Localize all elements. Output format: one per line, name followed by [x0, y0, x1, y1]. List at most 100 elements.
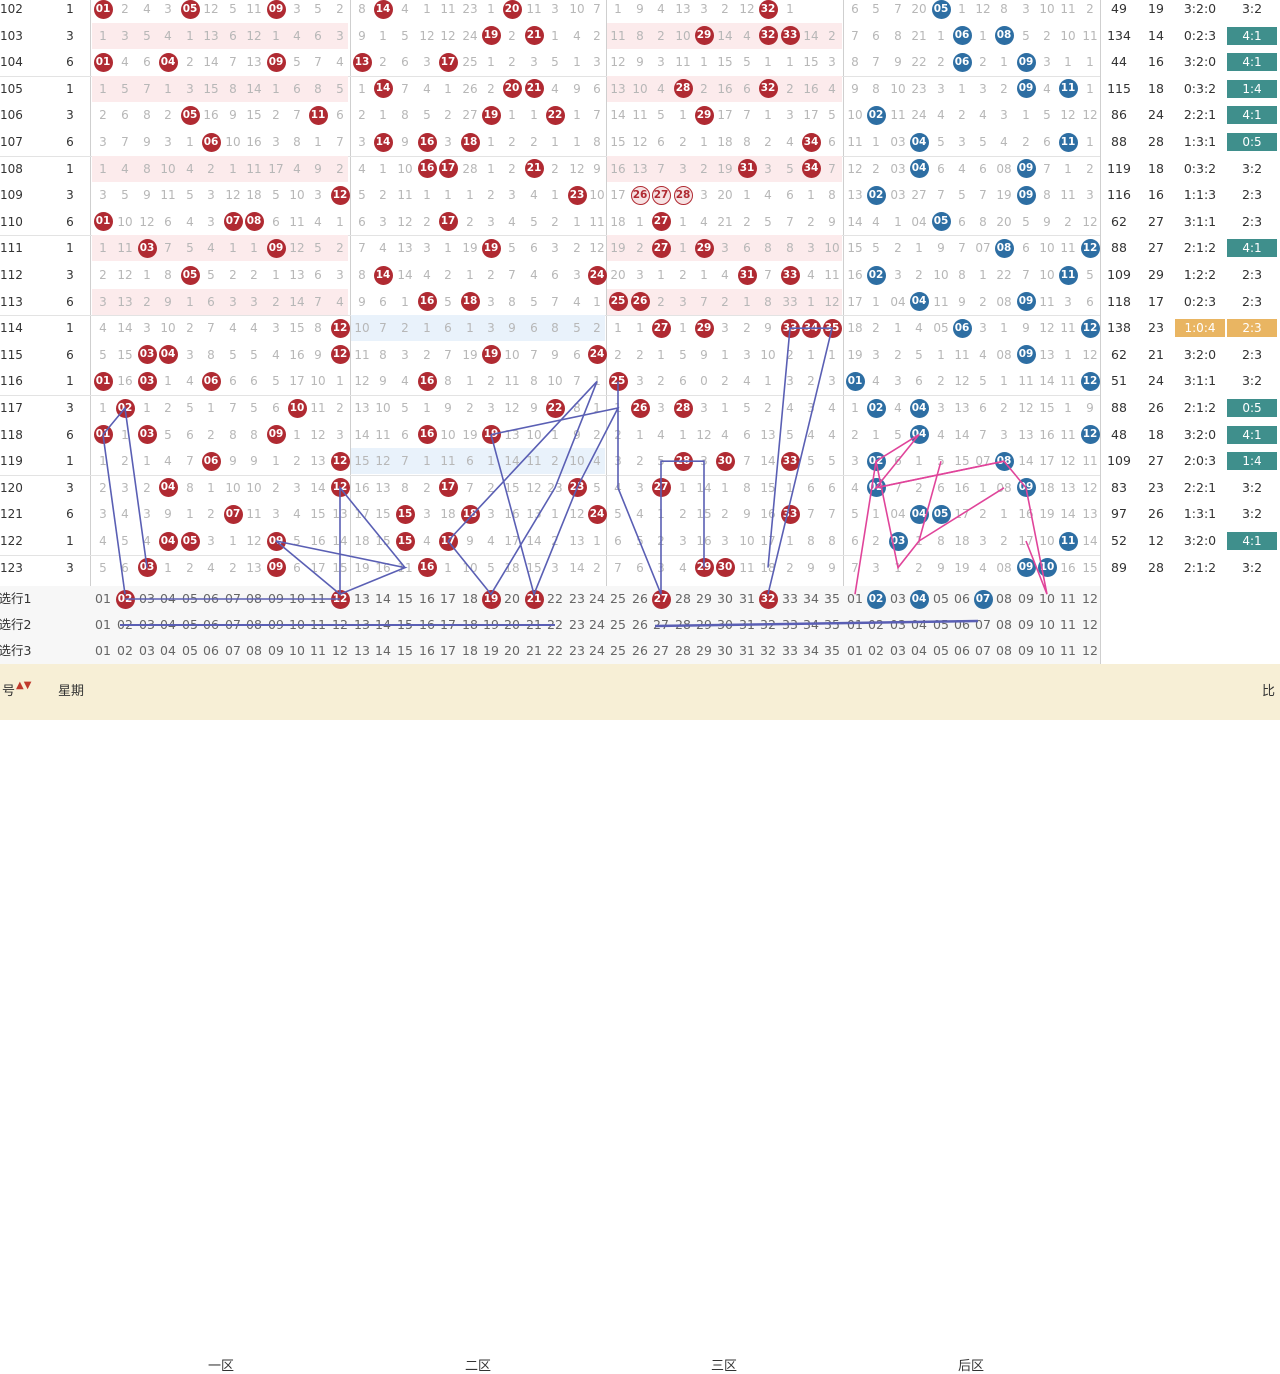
selectable-number[interactable]: 34: [803, 617, 819, 632]
selectable-number[interactable]: 24: [589, 591, 605, 606]
selectable-number[interactable]: 12: [1082, 617, 1098, 632]
selectable-number[interactable]: 31: [739, 643, 755, 658]
selectable-number[interactable]: 31: [739, 617, 755, 632]
selectable-number[interactable]: 17: [440, 643, 456, 658]
selectable-number[interactable]: 12: [1082, 643, 1098, 658]
selectable-number[interactable]: 23: [569, 643, 585, 658]
selectable-number[interactable]: 35: [824, 591, 840, 606]
selectable-number[interactable]: 13: [354, 643, 370, 658]
selectable-number[interactable]: 20: [504, 591, 520, 606]
selectable-number[interactable]: 01: [847, 617, 863, 632]
selectable-number[interactable]: 08: [996, 617, 1012, 632]
selectable-number[interactable]: 25: [610, 617, 626, 632]
selectable-number[interactable]: 16: [419, 643, 435, 658]
selectable-number[interactable]: 19: [483, 643, 499, 658]
selectable-number[interactable]: 08: [246, 643, 262, 658]
selected-number[interactable]: 32: [758, 589, 778, 609]
select-row[interactable]: [0, 638, 1100, 664]
selectable-number[interactable]: 18: [462, 617, 478, 632]
selectable-number[interactable]: 18: [462, 643, 478, 658]
selectable-number[interactable]: 03: [139, 643, 155, 658]
id-header[interactable]: 号: [2, 684, 16, 699]
selectable-number[interactable]: 05: [933, 591, 949, 606]
selectable-number[interactable]: 24: [589, 643, 605, 658]
selectable-number[interactable]: 17: [440, 591, 456, 606]
selectable-number[interactable]: 05: [933, 643, 949, 658]
selectable-number[interactable]: 25: [610, 643, 626, 658]
selectable-number[interactable]: 23: [569, 617, 585, 632]
selectable-number[interactable]: 07: [225, 617, 241, 632]
selectable-number[interactable]: 28: [675, 643, 691, 658]
selectable-number[interactable]: 10: [289, 617, 305, 632]
selectable-number[interactable]: 29: [696, 591, 712, 606]
selectable-number[interactable]: 11: [310, 591, 326, 606]
selectable-number[interactable]: 09: [1018, 591, 1034, 606]
selectable-number[interactable]: 09: [268, 617, 284, 632]
selectable-number[interactable]: 07: [975, 643, 991, 658]
selectable-number[interactable]: 33: [782, 617, 798, 632]
selectable-number[interactable]: 02: [117, 643, 133, 658]
selectable-number[interactable]: 08: [996, 643, 1012, 658]
selectable-number[interactable]: 12: [332, 643, 348, 658]
selectable-number[interactable]: 26: [632, 591, 648, 606]
selectable-number[interactable]: 11: [1060, 617, 1076, 632]
selectable-number[interactable]: 04: [911, 617, 927, 632]
selectable-number[interactable]: 06: [203, 643, 219, 658]
selectable-number[interactable]: 02: [117, 617, 133, 632]
selectable-number[interactable]: 10: [289, 591, 305, 606]
selectable-number[interactable]: 16: [419, 617, 435, 632]
selectable-number[interactable]: 01: [847, 591, 863, 606]
selectable-number[interactable]: 14: [375, 591, 391, 606]
selected-number[interactable]: 21: [524, 589, 544, 609]
selectable-number[interactable]: 07: [225, 591, 241, 606]
selectable-number[interactable]: 21: [526, 643, 542, 658]
selectable-number[interactable]: 07: [225, 643, 241, 658]
selected-number[interactable]: 04: [909, 589, 929, 609]
selectable-number[interactable]: 11: [310, 617, 326, 632]
selectable-number[interactable]: 28: [675, 617, 691, 632]
selectable-number[interactable]: 10: [1039, 643, 1055, 658]
selected-number[interactable]: 02: [115, 589, 135, 609]
selectable-number[interactable]: 15: [397, 591, 413, 606]
selectable-number[interactable]: 21: [526, 617, 542, 632]
selectable-number[interactable]: 03: [139, 617, 155, 632]
selectable-number[interactable]: 08: [246, 617, 262, 632]
selectable-number[interactable]: 20: [504, 643, 520, 658]
selectable-number[interactable]: 34: [803, 643, 819, 658]
selectable-number[interactable]: 17: [440, 617, 456, 632]
selectable-number[interactable]: 24: [589, 617, 605, 632]
selectable-number[interactable]: 13: [354, 591, 370, 606]
selectable-number[interactable]: 26: [632, 643, 648, 658]
selectable-number[interactable]: 20: [504, 617, 520, 632]
selectable-number[interactable]: 26: [632, 617, 648, 632]
selectable-number[interactable]: 32: [760, 617, 776, 632]
selectable-number[interactable]: 06: [203, 617, 219, 632]
selectable-number[interactable]: 27: [653, 617, 669, 632]
selectable-number[interactable]: 09: [268, 643, 284, 658]
selectable-number[interactable]: 25: [610, 591, 626, 606]
selectable-number[interactable]: 30: [717, 591, 733, 606]
selectable-number[interactable]: 16: [419, 591, 435, 606]
selectable-number[interactable]: 12: [332, 617, 348, 632]
selectable-number[interactable]: 05: [182, 617, 198, 632]
selectable-number[interactable]: 06: [954, 617, 970, 632]
selectable-number[interactable]: 11: [1060, 591, 1076, 606]
selectable-number[interactable]: 22: [547, 617, 563, 632]
selectable-number[interactable]: 05: [182, 591, 198, 606]
selectable-number[interactable]: 01: [95, 643, 111, 658]
selectable-number[interactable]: 09: [268, 591, 284, 606]
selectable-number[interactable]: 05: [182, 643, 198, 658]
selectable-number[interactable]: 35: [824, 617, 840, 632]
selectable-number[interactable]: 06: [954, 643, 970, 658]
selectable-number[interactable]: 22: [547, 591, 563, 606]
selectable-number[interactable]: 08: [246, 591, 262, 606]
selectable-number[interactable]: 18: [462, 591, 478, 606]
sort-icon[interactable]: ▲▼: [16, 680, 32, 691]
selectable-number[interactable]: 22: [547, 643, 563, 658]
selectable-number[interactable]: 34: [803, 591, 819, 606]
selectable-number[interactable]: 11: [310, 643, 326, 658]
selectable-number[interactable]: 14: [375, 643, 391, 658]
selectable-number[interactable]: 30: [717, 617, 733, 632]
selectable-number[interactable]: 27: [653, 643, 669, 658]
selectable-number[interactable]: 05: [933, 617, 949, 632]
